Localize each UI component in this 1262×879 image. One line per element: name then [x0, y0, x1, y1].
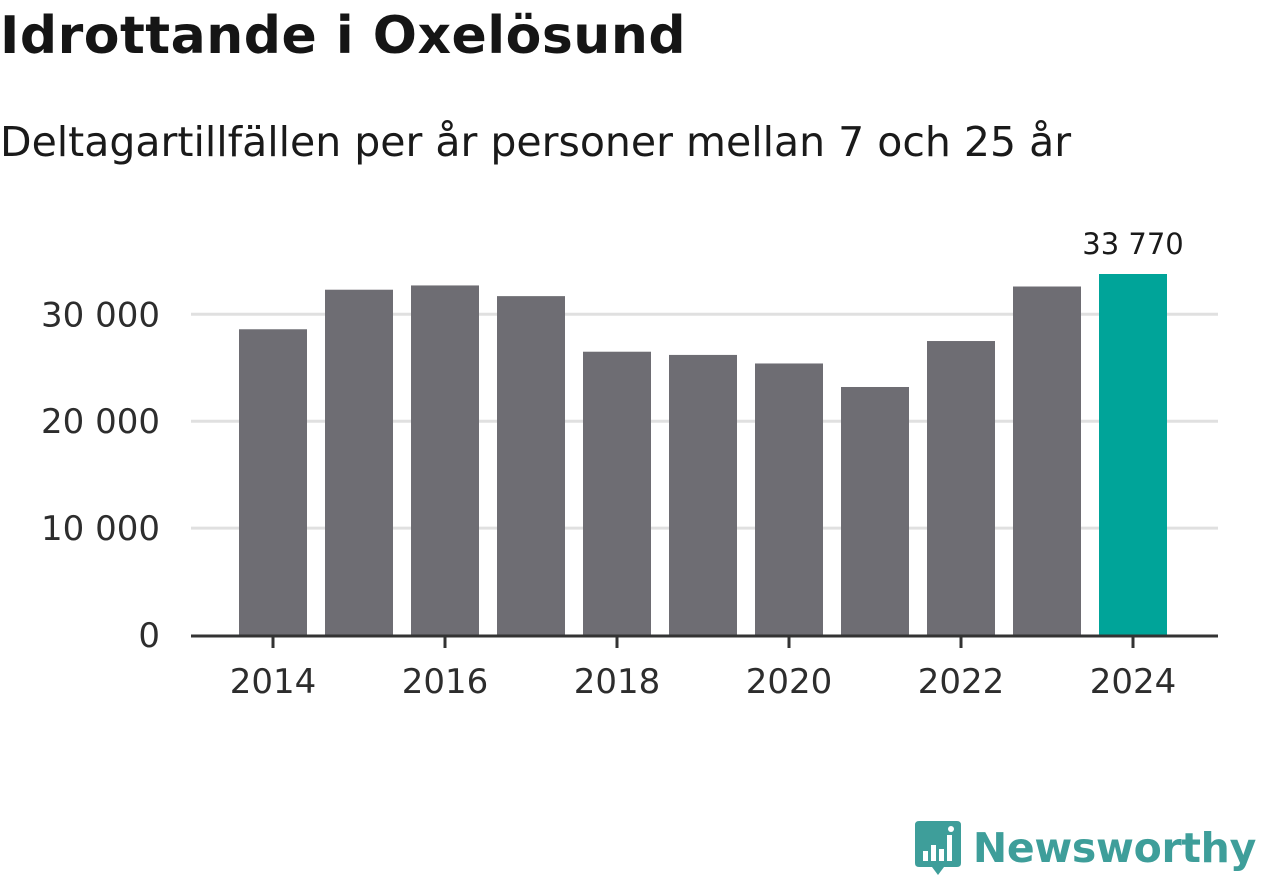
bar-2021 — [841, 386, 909, 635]
chart-subtitle: Deltagartillfällen per år personer mella… — [0, 118, 1072, 166]
bar-2023 — [1013, 286, 1081, 635]
x-tick-label: 2022 — [918, 662, 1005, 702]
x-axis-labels: 2014 2016 2018 2020 2022 2024 — [230, 662, 1177, 702]
x-tick-label: 2016 — [402, 662, 489, 702]
bar-2017 — [497, 296, 565, 635]
y-axis-labels: 0 10 000 20 000 30 000 — [41, 295, 160, 656]
bar-2024 — [1099, 274, 1167, 635]
x-tick-label: 2024 — [1090, 662, 1177, 702]
bar-2020 — [755, 363, 823, 635]
bar-2019 — [669, 354, 737, 635]
annotations: 33 770 — [1082, 227, 1183, 261]
bar-2018 — [583, 351, 651, 635]
bars — [239, 274, 1167, 635]
brand-logo: Newsworthy — [913, 819, 1256, 877]
newsworthy-logo-icon — [914, 821, 961, 875]
chart-title: Idrottande i Oxelösund — [0, 6, 687, 66]
x-axis — [191, 634, 1218, 648]
y-tick-label: 30 000 — [41, 295, 160, 335]
y-tick-label: 10 000 — [41, 509, 160, 549]
brand-name: Newsworthy — [972, 824, 1256, 872]
bar-2016 — [411, 285, 479, 635]
bar-2022 — [927, 341, 995, 635]
x-tick-label: 2014 — [230, 662, 317, 702]
bar-2015 — [325, 289, 393, 635]
x-tick-label: 2020 — [746, 662, 833, 702]
y-tick-label: 0 — [138, 616, 160, 656]
data-label-highlight: 33 770 — [1082, 227, 1183, 261]
bar-2014 — [239, 329, 307, 635]
x-tick-label: 2018 — [574, 662, 661, 702]
y-tick-label: 20 000 — [41, 402, 160, 442]
